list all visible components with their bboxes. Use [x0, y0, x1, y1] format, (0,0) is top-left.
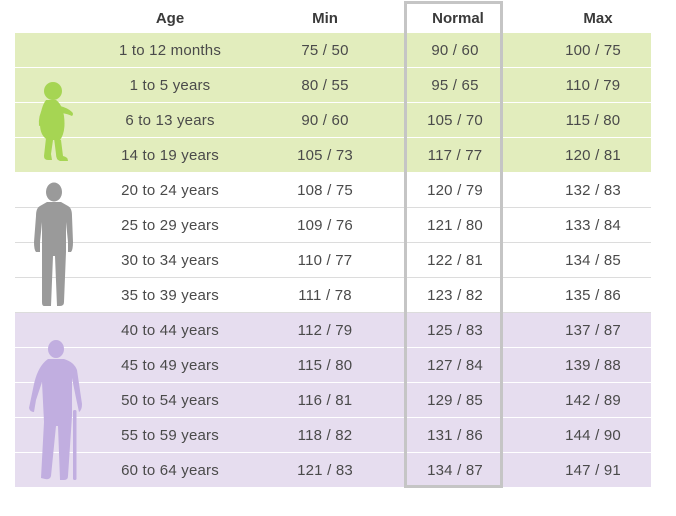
min-cell: 112 / 79 [297, 322, 353, 339]
table-row: 14 to 19 years 105 / 73 117 / 77 120 / 81 [15, 138, 651, 173]
normal-cell: 123 / 82 [427, 287, 483, 304]
row-divider [15, 487, 651, 488]
normal-cell: 134 / 87 [427, 462, 483, 479]
row-divider [15, 347, 651, 348]
table-row: 30 to 34 years 110 / 77 122 / 81 134 / 85 [15, 243, 651, 278]
row-divider [15, 102, 651, 103]
row-divider [15, 172, 651, 173]
min-cell: 90 / 60 [301, 112, 349, 129]
table-row: 45 to 49 years 115 / 80 127 / 84 139 / 88 [15, 348, 651, 383]
min-cell: 75 / 50 [301, 42, 349, 59]
min-cell: 121 / 83 [297, 462, 353, 479]
table-header: Age Min Normal Max [0, 0, 676, 33]
max-cell: 132 / 83 [565, 182, 621, 199]
min-cell: 111 / 78 [298, 287, 352, 304]
table-row: 6 to 13 years 90 / 60 105 / 70 115 / 80 [15, 103, 651, 138]
age-cell: 25 to 29 years [121, 217, 219, 234]
row-divider [15, 207, 651, 208]
age-cell: 55 to 59 years [121, 427, 219, 444]
max-cell: 110 / 79 [565, 77, 621, 94]
normal-cell: 95 / 65 [431, 77, 479, 94]
row-divider [15, 417, 651, 418]
normal-cell: 125 / 83 [427, 322, 483, 339]
normal-cell: 120 / 79 [427, 182, 483, 199]
normal-cell: 105 / 70 [427, 112, 483, 129]
max-cell: 144 / 90 [565, 427, 621, 444]
table-row: 55 to 59 years 118 / 82 131 / 86 144 / 90 [15, 418, 651, 453]
table-row: 40 to 44 years 112 / 79 125 / 83 137 / 87 [15, 313, 651, 348]
row-divider [15, 277, 651, 278]
normal-cell: 131 / 86 [427, 427, 483, 444]
max-cell: 142 / 89 [565, 392, 621, 409]
normal-cell: 122 / 81 [427, 252, 483, 269]
normal-cell: 90 / 60 [431, 42, 479, 59]
max-cell: 115 / 80 [565, 112, 621, 129]
max-cell: 135 / 86 [565, 287, 621, 304]
table-row: 60 to 64 years 121 / 83 134 / 87 147 / 91 [15, 453, 651, 488]
age-cell: 45 to 49 years [121, 357, 219, 374]
man-icon [34, 182, 73, 306]
age-cell: 30 to 34 years [121, 252, 219, 269]
min-cell: 105 / 73 [297, 147, 353, 164]
table-row: 35 to 39 years 111 / 78 123 / 82 135 / 86 [15, 278, 651, 313]
max-cell: 120 / 81 [565, 147, 621, 164]
age-cell: 6 to 13 years [125, 112, 215, 129]
max-cell: 139 / 88 [565, 357, 621, 374]
max-cell: 134 / 85 [565, 252, 621, 269]
row-divider [15, 67, 651, 68]
header-age: Age [155, 10, 185, 27]
age-cell: 60 to 64 years [121, 462, 219, 479]
age-cell: 50 to 54 years [121, 392, 219, 409]
min-cell: 110 / 77 [297, 252, 353, 269]
min-cell: 109 / 76 [297, 217, 353, 234]
elderly-man-with-cane-icon [29, 340, 82, 480]
normal-cell: 117 / 77 [427, 147, 483, 164]
row-divider [15, 452, 651, 453]
header-max: Max [583, 10, 613, 27]
blood-pressure-table: 1 to 12 months 75 / 50 90 / 60 100 / 75 1 to… [15, 33, 651, 488]
table-row: 1 to 12 months 75 / 50 90 / 60 100 / 75 [15, 33, 651, 68]
age-cell: 35 to 39 years [121, 287, 219, 304]
age-cell: 20 to 24 years [121, 182, 219, 199]
min-cell: 116 / 81 [297, 392, 353, 409]
min-cell: 80 / 55 [301, 77, 349, 94]
row-divider [15, 382, 651, 383]
age-cell: 1 to 5 years [129, 77, 211, 94]
table-row: 1 to 5 years 80 / 55 95 / 65 110 / 79 [15, 68, 651, 103]
row-divider [15, 137, 651, 138]
min-cell: 115 / 80 [297, 357, 353, 374]
normal-cell: 121 / 80 [427, 217, 483, 234]
age-cell: 40 to 44 years [121, 322, 219, 339]
header-normal: Normal [432, 10, 484, 27]
max-cell: 133 / 84 [565, 217, 621, 234]
max-cell: 147 / 91 [565, 462, 621, 479]
max-cell: 100 / 75 [565, 42, 621, 59]
max-cell: 137 / 87 [565, 322, 621, 339]
normal-cell: 127 / 84 [427, 357, 483, 374]
min-cell: 118 / 82 [297, 427, 353, 444]
row-divider [15, 312, 651, 313]
row-divider [15, 242, 651, 243]
toddler-icon [38, 82, 73, 161]
age-cell: 1 to 12 months [118, 42, 222, 59]
table-row: 50 to 54 years 116 / 81 129 / 85 142 / 89 [15, 383, 651, 418]
table-row: 20 to 24 years 108 / 75 120 / 79 132 / 83 [15, 173, 651, 208]
min-cell: 108 / 75 [297, 182, 353, 199]
normal-cell: 129 / 85 [427, 392, 483, 409]
table-row: 25 to 29 years 109 / 76 121 / 80 133 / 84 [15, 208, 651, 243]
age-cell: 14 to 19 years [121, 147, 219, 164]
header-min: Min [312, 10, 338, 27]
